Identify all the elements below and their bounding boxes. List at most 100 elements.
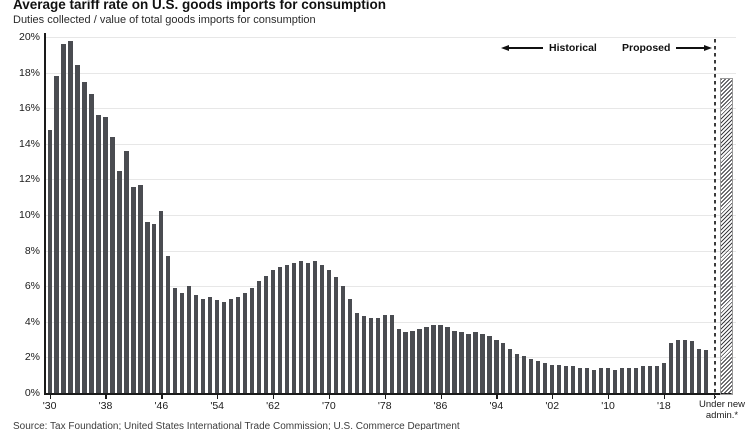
historical-proposed-divider-line xyxy=(714,39,716,398)
bar-year-1992 xyxy=(480,334,485,393)
bar-year-2005 xyxy=(571,366,576,393)
bar-year-1975 xyxy=(361,316,366,393)
proposed-annotation: Proposed xyxy=(622,42,713,54)
bar-year-2021 xyxy=(682,339,687,393)
bar-year-1938 xyxy=(103,117,108,393)
historical-label: Historical xyxy=(549,42,597,54)
x-axis-tick-label: '54 xyxy=(210,400,224,412)
bar-year-1939 xyxy=(110,136,115,393)
y-axis-tick-label: 2% xyxy=(24,351,40,364)
bar-year-2000 xyxy=(536,360,541,393)
source-note: Source: Tax Foundation; United States In… xyxy=(13,421,460,430)
proposed-tariff-bar xyxy=(720,77,733,395)
bar-year-1988 xyxy=(452,330,457,393)
bar-year-2013 xyxy=(626,368,632,393)
x-axis-tick-label: '94 xyxy=(489,400,504,412)
bar-year-1986 xyxy=(438,325,443,393)
bar-year-1979 xyxy=(389,314,394,393)
y-axis-tick-label: 4% xyxy=(24,315,40,328)
bar-year-1930 xyxy=(47,129,52,393)
gridline xyxy=(44,250,736,252)
bar-year-1982 xyxy=(410,330,415,393)
bar-year-1989 xyxy=(459,332,464,393)
bar-year-1941 xyxy=(124,150,129,393)
bar-year-1971 xyxy=(333,277,338,393)
x-axis-tick xyxy=(384,394,386,399)
bar-year-2020 xyxy=(675,339,680,393)
arrow-line xyxy=(509,47,543,49)
x-axis-tick xyxy=(217,394,219,399)
bar-year-1956 xyxy=(228,298,234,393)
under-new-admin-label: Under new admin.* xyxy=(699,399,745,421)
arrow-left-icon xyxy=(501,45,509,51)
x-axis-tick-label: '38 xyxy=(98,400,113,412)
x-axis-baseline xyxy=(44,393,731,395)
x-axis-tick-label: '46 xyxy=(154,400,169,412)
y-axis-tick-label: 18% xyxy=(18,66,40,79)
bar-year-2011 xyxy=(612,369,618,393)
bar-year-1997 xyxy=(515,353,520,393)
bar-year-1977 xyxy=(375,318,380,393)
proposed-label: Proposed xyxy=(622,42,671,54)
gridline xyxy=(44,37,736,38)
bar-year-1969 xyxy=(319,264,325,393)
bar-year-2022 xyxy=(689,341,694,393)
bar-year-2014 xyxy=(633,368,639,393)
gridline xyxy=(44,215,736,216)
x-axis-tick-label: '70 xyxy=(322,400,336,412)
arrow-line xyxy=(676,47,705,49)
gridline xyxy=(44,72,736,74)
bar-year-1976 xyxy=(368,318,373,393)
bar-year-2012 xyxy=(619,368,625,393)
x-axis-tick xyxy=(273,394,275,399)
bar-year-1935 xyxy=(82,81,87,393)
y-axis-tick-label: 0% xyxy=(24,387,40,399)
x-axis-tick-label: '62 xyxy=(266,400,280,412)
y-axis-tick-label: 6% xyxy=(24,280,40,293)
bar-year-1970 xyxy=(326,270,331,393)
bar-year-1953 xyxy=(208,296,213,393)
chart-subtitle: Duties collected / value of total goods … xyxy=(13,14,316,26)
bar-year-2023 xyxy=(696,348,701,393)
bar-year-1959 xyxy=(249,287,255,393)
bar-year-1978 xyxy=(382,314,387,393)
y-axis-tick-label: 12% xyxy=(18,173,40,186)
bar-year-1948 xyxy=(173,287,178,393)
historical-annotation: Historical xyxy=(501,42,597,54)
x-axis-tick xyxy=(49,394,51,399)
x-axis-tick xyxy=(496,394,498,399)
bar-year-2019 xyxy=(668,343,674,393)
bar-year-1940 xyxy=(117,170,122,393)
bar-year-1957 xyxy=(235,296,241,393)
bar-year-1974 xyxy=(354,312,359,393)
x-axis-tick xyxy=(440,394,442,399)
bar-year-1932 xyxy=(61,44,66,393)
x-axis-tick xyxy=(161,394,163,399)
x-axis-tick xyxy=(663,394,666,399)
bar-year-1962 xyxy=(270,270,276,393)
bar-year-2007 xyxy=(584,368,590,393)
bar-year-2004 xyxy=(564,366,569,393)
bar-year-1995 xyxy=(501,343,506,393)
bar-year-1950 xyxy=(187,286,192,393)
bar-year-1965 xyxy=(291,263,297,393)
bar-year-1966 xyxy=(298,261,304,393)
bar-year-2015 xyxy=(640,366,646,393)
bar-year-1936 xyxy=(89,93,94,393)
bar-year-1934 xyxy=(75,65,80,393)
bar-year-1942 xyxy=(131,186,136,393)
bar-year-1984 xyxy=(424,327,429,393)
bar-year-1994 xyxy=(494,339,499,393)
y-axis-tick-label: 10% xyxy=(18,209,40,221)
bar-year-1955 xyxy=(222,302,227,393)
bar-year-1945 xyxy=(152,223,157,393)
bar-year-2016 xyxy=(647,366,653,393)
gridline xyxy=(44,143,736,145)
bar-year-1937 xyxy=(96,115,101,393)
x-axis-tick-label: '18 xyxy=(657,400,671,412)
bar-year-2008 xyxy=(591,369,597,393)
bar-year-1961 xyxy=(263,275,269,393)
bar-year-1954 xyxy=(215,300,220,393)
bar-year-1990 xyxy=(466,334,471,393)
bar-year-1973 xyxy=(347,298,352,393)
